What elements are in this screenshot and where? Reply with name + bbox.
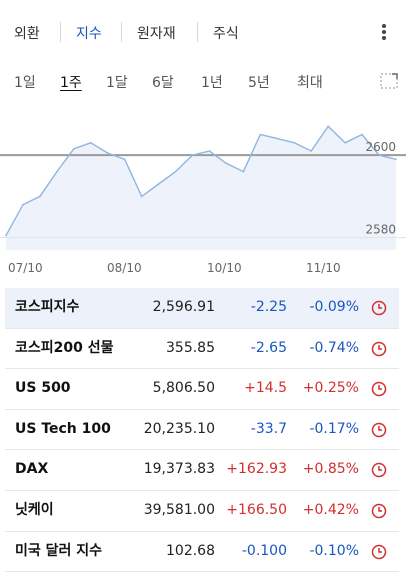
chart-point [123, 158, 126, 161]
last-price: 2,596.91 [152, 299, 215, 315]
chart-points [5, 125, 397, 237]
x-tick-label: 08/10 [107, 261, 142, 275]
range-6m[interactable]: 6달 [152, 75, 174, 91]
chart-point [89, 141, 92, 144]
chart-point [242, 170, 245, 173]
chart-point [310, 150, 313, 152]
chart-point [293, 141, 296, 144]
tab-forex[interactable]: 외환 [14, 26, 40, 42]
chart-series-line [5, 125, 397, 236]
market-tabs: 외환 지수 원자재 주식 [0, 0, 406, 62]
quote-row[interactable]: DAX 19,373.83 +162.93 +0.85% [5, 450, 399, 491]
instrument-name: 닛케이 [15, 501, 54, 518]
last-price: 102.68 [166, 542, 215, 559]
range-5y[interactable]: 5년 [248, 75, 270, 91]
clock-icon[interactable] [371, 381, 387, 397]
quote-row[interactable]: 코스피지수 2,596.91 -2.25 -0.09% [5, 288, 399, 329]
x-tick-label: 10/10 [207, 261, 242, 275]
instrument-name: 미국 달러 지수 [15, 542, 103, 559]
price-change: +14.5 [244, 380, 287, 397]
chart-point [39, 195, 41, 198]
tab-stocks[interactable]: 주식 [213, 26, 239, 42]
chart-point [361, 133, 363, 136]
chart-point [191, 154, 194, 156]
chart-point [378, 154, 380, 156]
range-max[interactable]: 최대 [297, 75, 323, 91]
range-1w[interactable]: 1주 [60, 75, 82, 91]
quote-row[interactable]: 닛케이 39,581.00 +166.50 +0.42% [5, 491, 399, 532]
last-price: 20,235.10 [143, 420, 215, 437]
tab-divider [60, 22, 61, 42]
instrument-name: US 500 [15, 380, 71, 397]
chart-point [56, 170, 58, 173]
x-tick-label: 11/10 [306, 261, 341, 275]
chart-point [174, 170, 177, 173]
quote-row[interactable]: US 500 5,806.50 +14.5 +0.25% [5, 369, 399, 410]
y-tick-label: 2580 [365, 223, 396, 237]
price-change: +162.93 [226, 461, 287, 478]
last-price: 19,373.83 [143, 461, 215, 478]
percent-change: -0.10% [309, 542, 359, 559]
percent-change: +0.25% [302, 380, 359, 397]
instrument-name: 코스피200 선물 [15, 339, 114, 356]
percent-change: -0.17% [309, 420, 359, 437]
chart-point [140, 195, 143, 198]
chart-point [5, 234, 7, 237]
percent-change: +0.85% [302, 461, 359, 478]
chart-point [106, 152, 109, 154]
last-price: 355.85 [166, 339, 215, 356]
quote-row[interactable]: 코스피200 선물 355.85 -2.65 -0.74% [5, 329, 399, 370]
price-change: -33.7 [250, 420, 287, 437]
quote-row[interactable]: US Tech 100 20,235.10 -33.7 -0.17% [5, 410, 399, 451]
tab-indices[interactable]: 지수 [76, 26, 102, 42]
chart-point [395, 158, 397, 161]
percent-change: -0.09% [309, 299, 359, 315]
last-price: 39,581.00 [143, 501, 215, 518]
clock-icon[interactable] [371, 422, 387, 438]
percent-change: -0.74% [309, 339, 359, 356]
instrument-name: 코스피지수 [15, 299, 80, 315]
instrument-name: US Tech 100 [15, 420, 111, 437]
expand-icon[interactable] [380, 73, 398, 89]
tab-divider [197, 22, 198, 42]
price-chart: 2580 2600 07/10 08/10 10/10 11/10 [0, 125, 406, 275]
clock-icon[interactable] [371, 341, 387, 357]
tab-commodities[interactable]: 원자재 [137, 26, 176, 42]
range-1y[interactable]: 1년 [201, 75, 223, 91]
clock-icon[interactable] [371, 300, 387, 316]
chart-point [208, 150, 211, 152]
quote-row[interactable]: 미국 달러 지수 102.68 -0.100 -0.10% [5, 532, 399, 573]
chart-point [225, 162, 228, 165]
y-tick-label: 2600 [365, 140, 396, 154]
instrument-name: DAX [15, 461, 49, 478]
time-range-selector: 1일 1주 1달 6달 1년 5년 최대 [0, 62, 406, 102]
price-change: -0.100 [241, 542, 287, 559]
chart-point [259, 133, 262, 136]
clock-icon[interactable] [371, 462, 387, 478]
chart-point [22, 203, 24, 206]
chart-point [73, 148, 75, 150]
clock-icon[interactable] [371, 503, 387, 519]
range-1m[interactable]: 1달 [106, 75, 128, 91]
chart-point [157, 183, 160, 185]
percent-change: +0.42% [302, 501, 359, 518]
price-change: -2.65 [250, 339, 287, 356]
chart-point [344, 141, 346, 144]
tab-divider [121, 22, 122, 42]
x-tick-label: 07/10 [8, 261, 43, 275]
chart-point [276, 137, 279, 140]
more-options-icon[interactable] [376, 22, 392, 42]
quotes-table: 코스피지수 2,596.91 -2.25 -0.09% 코스피200 선물 35… [5, 288, 399, 573]
last-price: 5,806.50 [152, 380, 215, 397]
chart-point [327, 125, 329, 128]
range-1d[interactable]: 1일 [14, 75, 36, 91]
price-change: +166.50 [226, 501, 287, 518]
clock-icon[interactable] [371, 544, 387, 560]
price-change: -2.25 [250, 299, 287, 315]
chart-area-fill [6, 126, 396, 250]
